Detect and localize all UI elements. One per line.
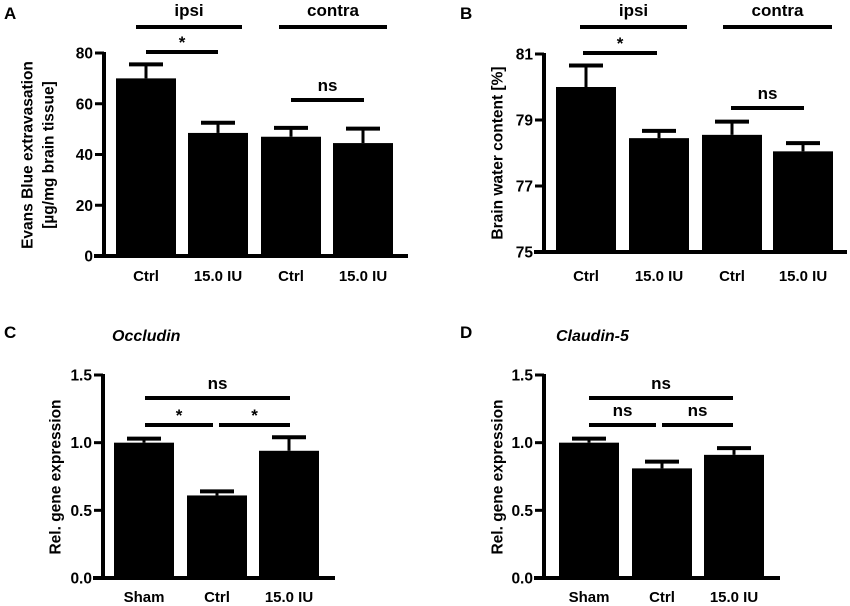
significance-label: * (176, 406, 183, 425)
group-label: contra (752, 1, 805, 20)
panel-d: D Claudin-5 Rel. gene expression 0.0 0.5 1.0 1… (460, 323, 780, 606)
significance-label: * (617, 34, 624, 53)
y-tick-label: 1.0 (70, 435, 92, 452)
y-tick-label: 79 (516, 113, 534, 130)
y-tick-label: 1.5 (511, 368, 533, 385)
x-tick-label: Ctrl (649, 589, 675, 606)
bar (629, 138, 689, 252)
bar (261, 136, 321, 256)
bar (559, 442, 619, 578)
y-tick-label: 0.0 (70, 571, 92, 588)
bar (702, 134, 762, 252)
x-tick-label: 15.0 IU (265, 589, 313, 606)
significance-label: * (179, 33, 186, 52)
bar (114, 442, 174, 578)
bar (556, 87, 616, 252)
x-tick-label: 15.0 IU (635, 268, 683, 285)
y-axis-label: [µg/mg brain tissue] (40, 81, 57, 229)
x-tick-label: 15.0 IU (339, 268, 387, 285)
bar (632, 468, 692, 578)
y-tick-label: 20 (76, 198, 93, 215)
y-tick-label: 77 (516, 179, 533, 196)
group-label: contra (307, 1, 360, 20)
y-tick-label: 0.0 (511, 571, 533, 588)
significance-label: ns (208, 374, 228, 393)
bar (704, 454, 764, 578)
significance-label: ns (318, 76, 338, 95)
y-tick-label: 75 (516, 245, 534, 262)
bar (773, 151, 833, 252)
bar (188, 132, 248, 256)
y-axis-label: Rel. gene expression (47, 399, 64, 554)
chart-title: Claudin-5 (556, 328, 630, 345)
x-tick-label: 15.0 IU (710, 589, 758, 606)
x-tick-label: Ctrl (204, 589, 230, 606)
panel-letter: B (460, 4, 472, 23)
y-tick-label: 1.5 (70, 368, 92, 385)
y-tick-label: 40 (76, 147, 93, 164)
significance-label: * (251, 406, 258, 425)
x-tick-label: Ctrl (133, 268, 159, 285)
chart-title: Occludin (112, 328, 181, 345)
panel-a: A Evans Blue extravasation [µg/mg brain ti… (4, 1, 408, 285)
significance-label: ns (651, 374, 671, 393)
panel-c: C Occludin Rel. gene expression 0.0 0.5 1.0 1.… (4, 323, 335, 606)
significance-label: ns (758, 84, 778, 103)
x-tick-label: Ctrl (278, 268, 304, 285)
x-tick-label: Ctrl (719, 268, 745, 285)
x-tick-label: 15.0 IU (779, 268, 827, 285)
bar (187, 495, 247, 578)
bar (333, 143, 393, 256)
y-tick-label: 0.5 (511, 503, 533, 520)
y-axis-label: Rel. gene expression (489, 399, 506, 554)
bar (259, 450, 319, 578)
x-tick-label: 15.0 IU (194, 268, 242, 285)
group-label: ipsi (619, 1, 648, 20)
panel-letter: C (4, 323, 16, 342)
y-axis-label: Brain water content [%] (489, 66, 506, 239)
significance-label: ns (613, 401, 633, 420)
y-tick-label: 60 (76, 96, 93, 113)
bar (116, 78, 176, 256)
x-tick-label: Ctrl (573, 268, 599, 285)
group-label: ipsi (174, 1, 203, 20)
panel-letter: D (460, 323, 472, 342)
y-tick-label: 81 (516, 47, 534, 64)
y-tick-label: 0 (84, 249, 93, 266)
y-tick-label: 0.5 (70, 503, 92, 520)
panel-letter: A (4, 4, 16, 23)
panel-b: B Brain water content [%] 75 77 79 81 Ctrl 15.0… (460, 1, 847, 285)
y-tick-label: 1.0 (511, 435, 533, 452)
y-tick-label: 80 (76, 46, 93, 63)
x-tick-label: Sham (569, 589, 610, 606)
y-axis-label: Evans Blue extravasation (19, 61, 36, 249)
x-tick-label: Sham (124, 589, 165, 606)
significance-label: ns (688, 401, 708, 420)
